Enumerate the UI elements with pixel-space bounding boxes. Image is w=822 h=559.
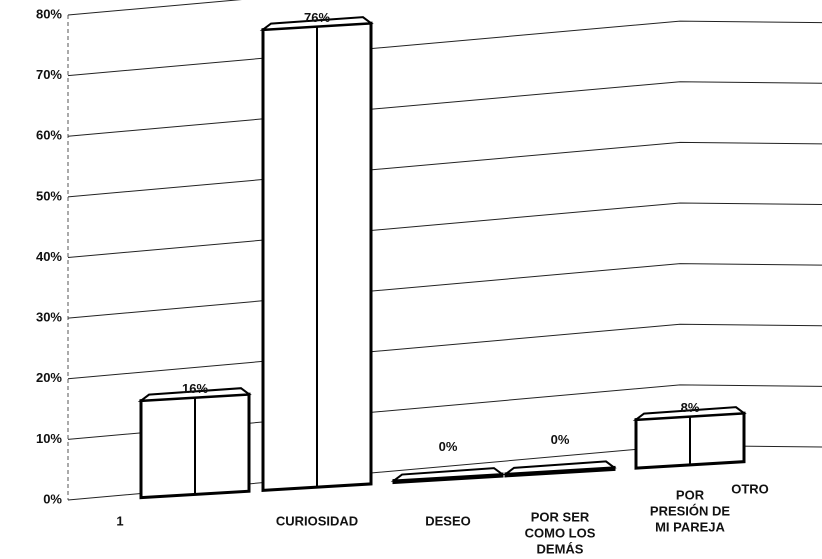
x-tick-label: CURIOSIDAD [276, 513, 358, 528]
x-tick-label: OTRO [731, 481, 769, 496]
grid-line [67, 0, 242, 16]
grid-line [67, 202, 822, 258]
grid-line [67, 263, 822, 319]
bar-top [632, 406, 747, 421]
x-tick-label: MI PAREJA [655, 519, 725, 534]
y-tick-label: 40% [36, 249, 62, 264]
value-label: 76% [304, 10, 330, 25]
y-tick-label: 80% [36, 6, 62, 21]
value-label: 0% [551, 432, 570, 447]
bar-top [137, 387, 252, 402]
x-tick-label: PRESIÓN DE [650, 503, 731, 518]
bar [502, 460, 617, 478]
x-tick-label: DESEO [425, 513, 471, 528]
y-tick-label: 10% [36, 431, 62, 446]
grid-line [67, 323, 822, 380]
value-label: 0% [439, 439, 458, 454]
bar-top [502, 460, 617, 476]
grid-line [67, 141, 822, 198]
x-tick-label: COMO LOS [525, 525, 596, 540]
x-tick-label: POR SER [531, 509, 590, 524]
x-tick-label: 1 [116, 513, 123, 528]
bar [259, 16, 374, 492]
y-tick-label: 70% [36, 67, 62, 82]
bar-top [259, 16, 374, 31]
bar [632, 406, 747, 470]
y-tick-label: 0% [43, 491, 62, 506]
value-label: 8% [681, 400, 700, 415]
x-tick-label: DEMÁS [537, 541, 584, 556]
value-label: 16% [182, 381, 208, 396]
bar-top [390, 467, 505, 482]
bar [390, 467, 505, 485]
grid-line [67, 81, 822, 137]
grid-line [67, 20, 822, 77]
y-tick-label: 20% [36, 370, 62, 385]
y-tick-label: 60% [36, 128, 62, 143]
bar [137, 387, 252, 500]
y-tick-label: 50% [36, 188, 62, 203]
x-tick-label: POR [676, 487, 705, 502]
y-tick-label: 30% [36, 310, 62, 325]
